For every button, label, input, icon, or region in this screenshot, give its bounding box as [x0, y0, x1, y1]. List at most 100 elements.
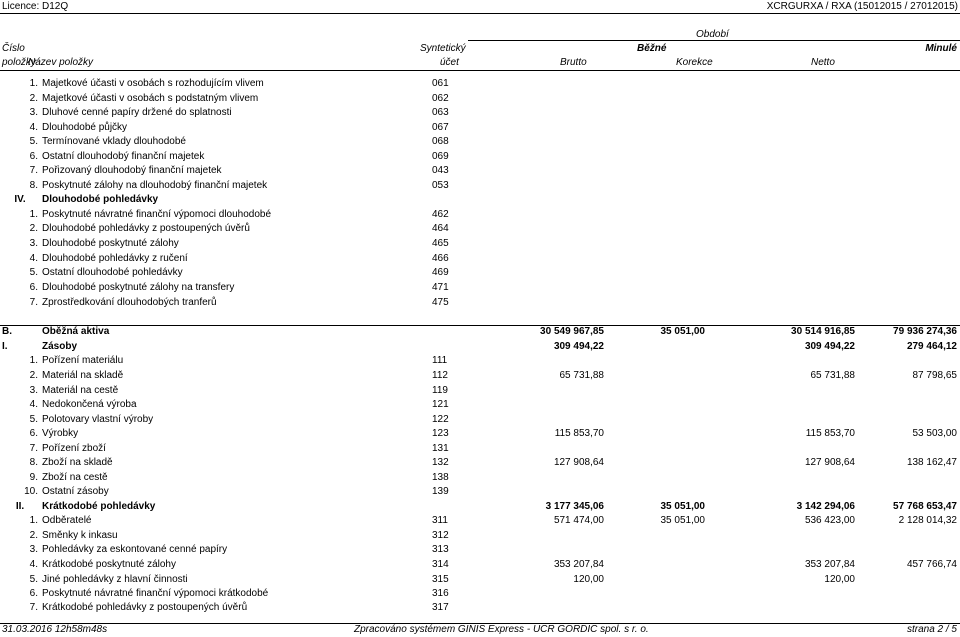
table-row: 2. Směnky k inkasu 312 — [0, 529, 960, 543]
row-minule: 79 936 274,36 — [893, 326, 957, 337]
row-label: Dlouhodobé pohledávky z ručení — [42, 253, 188, 264]
row-account: 462 — [432, 209, 449, 220]
row-brutto: 571 474,00 — [553, 515, 604, 526]
row-label: Majetkové účasti v osobách s rozhodující… — [42, 78, 264, 89]
table-row: 10. Ostatní zásoby 139 — [0, 485, 960, 499]
row-account: 111 — [432, 355, 448, 366]
row-label: Dlouhodobé poskytnuté zálohy — [42, 238, 179, 249]
row-label: Materiál na cestě — [42, 385, 119, 396]
table-row: 4. Dlouhodobé pohledávky z ručení 466 — [0, 252, 960, 266]
row-label: Zásoby — [42, 341, 78, 352]
row-label: Krátkodobé pohledávky z postoupených úvě… — [42, 602, 248, 613]
table-row: 5. Polotovary vlastní výroby 122 — [0, 413, 960, 427]
row-number: 7. — [29, 297, 38, 308]
row-netto: 353 207,84 — [804, 559, 855, 570]
row-number: 1. — [29, 355, 38, 366]
table-row: 5. Ostatní dlouhodobé pohledávky 469 — [0, 266, 960, 280]
row-label: Oběžná aktiva — [42, 326, 110, 337]
row-account: 061 — [432, 78, 449, 89]
table-row: 6. Dlouhodobé poskytnuté zálohy na transf… — [0, 281, 960, 295]
row-account: 063 — [432, 107, 449, 118]
table-row: 7. Pořizovaný dlouhodobý finanční majetek… — [0, 164, 960, 178]
row-netto: 127 908,64 — [804, 457, 855, 468]
row-number: II. — [15, 501, 25, 512]
row-netto: 115 853,70 — [805, 428, 855, 439]
row-account: 069 — [432, 151, 449, 162]
row-account: 315 — [432, 574, 449, 585]
row-brutto: 353 207,84 — [553, 559, 604, 570]
row-brutto: 309 494,22 — [553, 341, 604, 352]
row-number: 7. — [29, 443, 38, 454]
row-label: Nedokončená výroba — [42, 399, 137, 410]
row-account: 466 — [432, 253, 449, 264]
row-account: 317 — [432, 602, 449, 613]
licence-label: Licence: D12Q — [2, 1, 69, 12]
row-label: Pořizovaný dlouhodobý finanční majetek — [42, 165, 222, 176]
row-netto: 309 494,22 — [804, 341, 855, 352]
table-row: 1. Pořízení materiálu 111 — [0, 354, 960, 368]
row-label: Poskytnuté návratné finanční výpomoci dl… — [42, 209, 272, 220]
row-account: 471 — [432, 282, 449, 293]
row-number: 3. — [29, 385, 38, 396]
row-account: 043 — [432, 165, 449, 176]
row-number: 2. — [29, 530, 38, 541]
table-row: 4. Nedokončená výroba 121 — [0, 398, 960, 412]
col-cislo: Číslo — [2, 43, 25, 54]
row-label: Polotovary vlastní výroby — [42, 414, 154, 425]
section-rule — [0, 325, 960, 326]
table-row: II. Krátkodobé pohledávky 3 177 345,06 35 0… — [0, 500, 960, 514]
table-row: B. Oběžná aktiva 30 549 967,85 35 051,00 30 … — [0, 325, 960, 339]
row-label: Materiál na skladě — [42, 370, 124, 381]
row-number: 2. — [29, 223, 38, 234]
table-row: 5. Termínované vklady dlouhodobé 068 — [0, 135, 960, 149]
table-row: 1. Majetkové účasti v osobách s rozhodují… — [0, 77, 960, 91]
col-korekce: Korekce — [676, 57, 713, 68]
row-label: Majetkové účasti v osobách s podstatným … — [42, 93, 259, 104]
footer-rule — [0, 623, 960, 624]
row-netto: 536 423,00 — [804, 515, 855, 526]
col-ucet: účet — [440, 57, 459, 68]
col-minule: Minulé — [925, 43, 957, 54]
row-netto: 120,00 — [824, 574, 855, 585]
row-account: 131 — [432, 443, 449, 454]
row-number: B. — [2, 326, 12, 337]
table-row: 2. Dlouhodobé pohledávky z postoupených ú… — [0, 222, 960, 236]
row-label: Jiné pohledávky z hlavní činnosti — [42, 574, 188, 585]
row-label: Dluhové cenné papíry držené do splatnost… — [42, 107, 232, 118]
table-row: 4. Krátkodobé poskytnuté zálohy 314 353 207… — [0, 558, 960, 572]
row-account: 316 — [432, 588, 449, 599]
row-label: Krátkodobé poskytnuté zálohy — [42, 559, 176, 570]
table-row: 8. Poskytnuté zálohy na dlouhodobý finanč… — [0, 179, 960, 193]
row-number: 1. — [29, 209, 38, 220]
row-account: 053 — [432, 180, 449, 191]
row-brutto: 115 853,70 — [554, 428, 604, 439]
row-minule: 87 798,65 — [912, 370, 958, 381]
table-row: 6. Ostatní dlouhodobý finanční majetek 069 — [0, 150, 960, 164]
row-label: Ostatní zásoby — [42, 486, 109, 497]
row-netto: 3 142 294,06 — [796, 501, 855, 512]
row-label: Zboží na cestě — [42, 472, 108, 483]
row-number: 10. — [24, 486, 38, 497]
row-label: Dlouhodobé pohledávky — [42, 194, 159, 205]
col-nazev: Název položky — [28, 57, 94, 68]
row-netto: 30 514 916,85 — [791, 326, 855, 337]
footer-page: strana 2 / 5 — [906, 624, 957, 635]
row-number: 6. — [29, 282, 38, 293]
row-brutto: 120,00 — [573, 574, 604, 585]
row-number: 9. — [29, 472, 38, 483]
row-label: Zprostředkování dlouhodobých tranferů — [42, 297, 217, 308]
row-korekce: 35 051,00 — [660, 326, 706, 337]
col-synteticky: Syntetický — [420, 43, 466, 54]
column-header-rule — [0, 70, 960, 71]
table-row: 9. Zboží na cestě 138 — [0, 471, 960, 485]
row-label: Zboží na skladě — [42, 457, 113, 468]
row-minule: 457 766,74 — [906, 559, 957, 570]
row-number: 8. — [29, 180, 38, 191]
row-label: Odběratelé — [42, 515, 92, 526]
row-brutto: 3 177 345,06 — [545, 501, 604, 512]
row-number: 6. — [29, 588, 38, 599]
table-row: 3. Materiál na cestě 119 — [0, 384, 960, 398]
row-number: 6. — [29, 151, 38, 162]
row-account: 062 — [432, 93, 449, 104]
row-number: 6. — [29, 428, 38, 439]
